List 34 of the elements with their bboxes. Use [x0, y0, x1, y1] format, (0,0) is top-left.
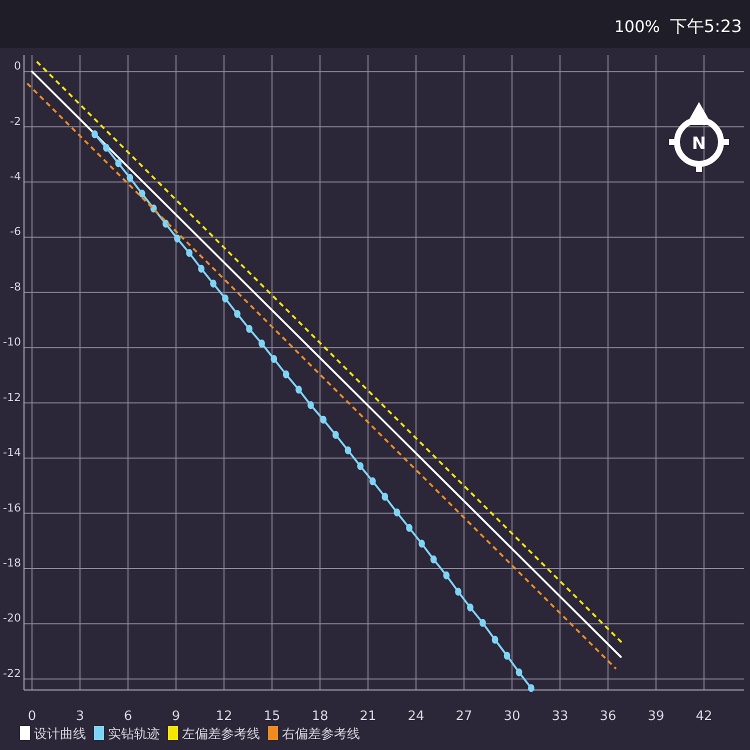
- y-tick-label: -22: [3, 666, 21, 680]
- legend-label: 设计曲线: [34, 727, 86, 742]
- x-tick-label: 42: [696, 709, 712, 724]
- legend-label: 左偏差参考线: [182, 727, 260, 742]
- y-tick-label: -2: [10, 114, 21, 128]
- x-tick-label: 27: [456, 709, 472, 724]
- annotation: N: [692, 134, 706, 154]
- x-tick-label: 18: [312, 709, 328, 724]
- text: 100%: [614, 17, 660, 36]
- x-tick-label: 24: [408, 709, 424, 724]
- x-tick-label: 21: [360, 709, 376, 724]
- y-tick-label: -16: [3, 501, 21, 514]
- y-tick-label: -6: [10, 225, 21, 238]
- y-tick-label: -20: [3, 612, 21, 625]
- y-tick-label: 0: [14, 60, 21, 73]
- x-tick-label: 3: [76, 709, 84, 724]
- x-tick-label: 30: [504, 709, 520, 724]
- y-tick-label: -12: [3, 390, 21, 404]
- y-tick-label: -4: [10, 170, 21, 183]
- x-tick-label: 6: [124, 709, 132, 724]
- x-tick-label: 0: [28, 709, 36, 724]
- legend-label: 实钻轨迹: [108, 726, 160, 742]
- y-tick-label: -14: [3, 446, 21, 460]
- legend-label: 右偏差参考线: [282, 727, 360, 742]
- y-tick-label: -18: [3, 556, 21, 570]
- text: 下午5:23: [670, 17, 742, 37]
- x-tick-label: 39: [648, 709, 664, 724]
- x-tick-label: 15: [264, 709, 280, 724]
- x-tick-label: 36: [600, 709, 616, 724]
- x-tick-label: 9: [172, 709, 180, 724]
- x-tick-label: 12: [216, 709, 232, 724]
- y-tick-label: -8: [10, 280, 21, 294]
- y-tick-label: -10: [3, 336, 21, 349]
- x-tick-label: 33: [552, 709, 568, 724]
